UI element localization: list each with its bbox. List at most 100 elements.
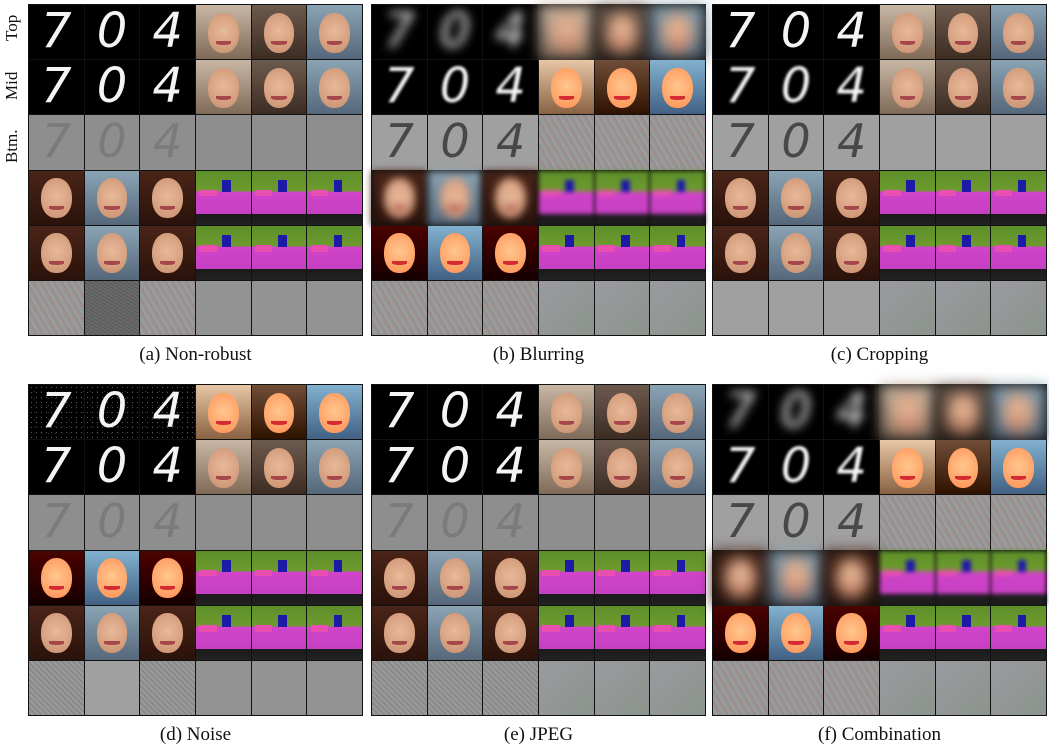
panel-caption: (b) Blurring bbox=[492, 344, 585, 365]
difference-image bbox=[594, 495, 650, 550]
segmentation-image bbox=[650, 550, 705, 605]
face-image bbox=[991, 60, 1046, 115]
difference-image bbox=[713, 660, 768, 715]
digit-image: 0 bbox=[84, 5, 140, 60]
digit-image: 0 bbox=[427, 60, 483, 115]
face-image bbox=[307, 440, 362, 495]
face-image bbox=[713, 225, 768, 280]
face-image bbox=[427, 605, 483, 660]
face-image bbox=[991, 385, 1046, 440]
face-image bbox=[768, 225, 824, 280]
difference-image bbox=[307, 660, 362, 715]
segmentation-image bbox=[251, 225, 307, 280]
segmentation-image bbox=[251, 550, 307, 605]
segmentation-image bbox=[594, 605, 650, 660]
difference-image bbox=[824, 280, 879, 335]
panel-combination: 7 0 4 7 0 4 7 0 4 (f) C bbox=[712, 384, 1047, 745]
segmentation-image bbox=[251, 170, 307, 225]
image-grid: 7 0 4 7 0 4 7 0 4 bbox=[28, 384, 363, 716]
image-grid: 7 0 4 7 0 4 7 0 4 bbox=[28, 4, 363, 336]
face-image bbox=[824, 170, 879, 225]
face-image bbox=[991, 440, 1046, 495]
digit-image: 7 bbox=[713, 5, 768, 60]
difference-image bbox=[935, 495, 991, 550]
face-image bbox=[427, 170, 483, 225]
difference-image bbox=[650, 495, 705, 550]
difference-image bbox=[307, 280, 362, 335]
difference-image bbox=[594, 660, 650, 715]
digit-image: 7 bbox=[713, 440, 768, 495]
difference-image bbox=[713, 280, 768, 335]
face-image bbox=[935, 60, 991, 115]
difference-image: 0 bbox=[427, 495, 483, 550]
digit-image: 7 bbox=[713, 385, 768, 440]
difference-image bbox=[427, 280, 483, 335]
panel-blurring: 7 0 4 7 0 4 7 0 4 (b) B bbox=[371, 4, 706, 365]
digit-image: 0 bbox=[427, 385, 483, 440]
digit-image: 4 bbox=[140, 60, 195, 115]
image-grid: 7 0 4 7 0 4 7 0 4 bbox=[371, 4, 706, 336]
digit-image: 0 bbox=[84, 440, 140, 495]
face-image bbox=[196, 440, 251, 495]
face-image bbox=[880, 5, 935, 60]
digit-image: 0 bbox=[768, 385, 824, 440]
face-image bbox=[140, 605, 195, 660]
image-grid: 7 0 4 7 0 4 7 0 4 bbox=[371, 384, 706, 716]
difference-image: 4 bbox=[140, 115, 195, 170]
digit-image: 4 bbox=[483, 5, 538, 60]
difference-image: 4 bbox=[824, 115, 879, 170]
digit-image: 4 bbox=[824, 60, 879, 115]
face-image bbox=[539, 385, 594, 440]
difference-image bbox=[539, 660, 594, 715]
difference-image bbox=[935, 660, 991, 715]
panel-noise: 7 0 4 7 0 4 7 0 4 (d) N bbox=[28, 384, 363, 745]
face-image bbox=[307, 5, 362, 60]
segmentation-image bbox=[307, 225, 362, 280]
segmentation-image bbox=[196, 225, 251, 280]
face-image bbox=[427, 550, 483, 605]
face-image bbox=[594, 5, 650, 60]
digit-image: 7 bbox=[713, 60, 768, 115]
face-image bbox=[935, 440, 991, 495]
difference-image bbox=[196, 660, 251, 715]
difference-image bbox=[880, 660, 935, 715]
segmentation-image bbox=[880, 550, 935, 605]
digit-image: 0 bbox=[84, 60, 140, 115]
difference-image bbox=[935, 280, 991, 335]
face-image bbox=[251, 440, 307, 495]
panel-cropping: 7 0 4 7 0 4 7 0 4 (c) C bbox=[712, 4, 1047, 365]
segmentation-image bbox=[935, 170, 991, 225]
face-image bbox=[935, 5, 991, 60]
segmentation-image bbox=[880, 225, 935, 280]
face-image bbox=[594, 60, 650, 115]
difference-image: 4 bbox=[824, 495, 879, 550]
difference-image bbox=[991, 660, 1046, 715]
face-image bbox=[29, 225, 84, 280]
face-image bbox=[650, 60, 705, 115]
difference-image: 7 bbox=[713, 495, 768, 550]
face-image bbox=[713, 550, 768, 605]
segmentation-image bbox=[307, 605, 362, 660]
difference-image bbox=[251, 660, 307, 715]
difference-image bbox=[372, 660, 427, 715]
difference-image bbox=[650, 660, 705, 715]
difference-image bbox=[768, 280, 824, 335]
face-image bbox=[427, 225, 483, 280]
face-image bbox=[84, 605, 140, 660]
digit-image: 4 bbox=[483, 440, 538, 495]
segmentation-image bbox=[880, 605, 935, 660]
difference-image bbox=[29, 280, 84, 335]
difference-image: 4 bbox=[140, 495, 195, 550]
face-image bbox=[935, 385, 991, 440]
face-image bbox=[372, 225, 427, 280]
difference-image: 7 bbox=[372, 115, 427, 170]
segmentation-image bbox=[991, 605, 1046, 660]
digit-image: 7 bbox=[29, 60, 84, 115]
face-image bbox=[824, 225, 879, 280]
digit-image: 4 bbox=[483, 385, 538, 440]
digit-image: 7 bbox=[372, 440, 427, 495]
difference-image bbox=[539, 115, 594, 170]
face-image bbox=[140, 225, 195, 280]
digit-image: 4 bbox=[824, 5, 879, 60]
difference-image bbox=[991, 280, 1046, 335]
